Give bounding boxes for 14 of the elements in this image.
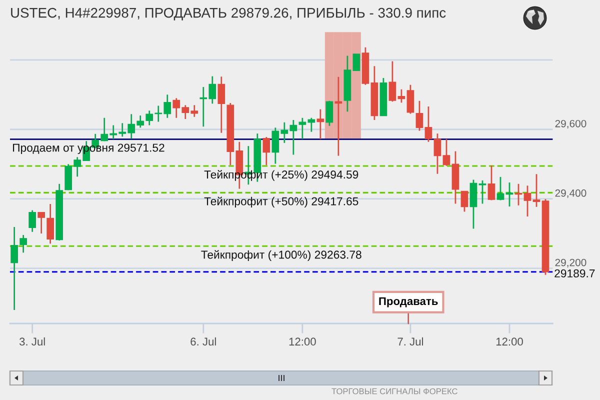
- ref-line-label: 29189.7: [554, 269, 595, 278]
- y-tick-label: 29,200: [555, 258, 586, 268]
- x-tick-label: 12:00: [496, 338, 523, 346]
- x-tick-label: 12:00: [289, 338, 316, 346]
- x-tick-label: 3. Jul: [19, 337, 45, 346]
- x-tick-label: 7. Jul: [398, 337, 423, 346]
- ref-line-label: Тейкпрофит (+100%) 29263.78: [201, 250, 362, 261]
- x-tick-label: 6. Jul: [190, 337, 216, 346]
- y-tick-label: 29,400: [555, 189, 586, 198]
- text: ТОРГОВЫЕ СИГНАЛЫ ФОРЕКС: [332, 388, 458, 394]
- chart-title: USTEC, H4#229987, ПРОДАВАТЬ 29879.26, ПРИБЫЛЬ - 330.9 пипс: [11, 8, 446, 20]
- annotation: Продавать: [379, 297, 438, 308]
- ref-line-label: Тейкпрофит (+50%) 29417.65: [204, 196, 358, 208]
- y-tick-label: 29,600: [555, 120, 586, 129]
